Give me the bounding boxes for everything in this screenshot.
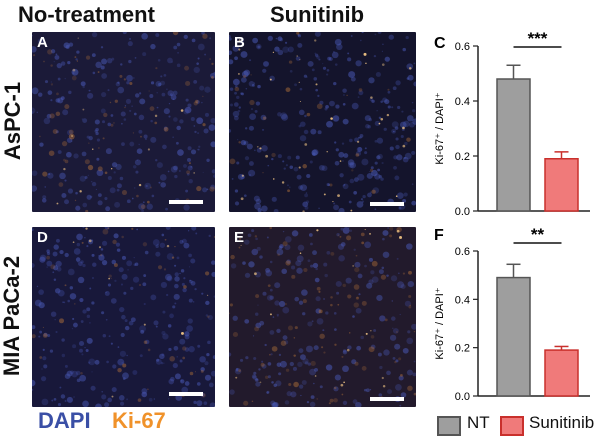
micrograph-panel-e: E	[229, 227, 416, 407]
scale-bar	[370, 202, 404, 206]
legend-swatch-sunitinib	[500, 416, 524, 436]
y-tick-label: 0.4	[455, 294, 470, 306]
panel-letter: A	[37, 34, 48, 51]
y-tick-label: 0.2	[455, 151, 470, 163]
y-tick-label: 0.2	[455, 343, 470, 355]
chart-panel-letter: C	[434, 35, 446, 52]
panel-letter: D	[37, 229, 48, 246]
legend-label-nt: NT	[467, 413, 490, 432]
micrograph-texture	[32, 227, 215, 407]
y-axis-label: Ki-67⁺ / DAPI⁺	[434, 287, 446, 359]
column-heading-no-treatment: No-treatment	[18, 2, 155, 27]
chart-panel-letter: F	[434, 227, 444, 244]
micrograph-panel-d: D	[32, 227, 215, 407]
y-tick-label: 0.6	[455, 41, 470, 53]
panel-letter: E	[234, 229, 245, 246]
scale-bar	[169, 392, 203, 396]
bar-nt	[496, 276, 531, 397]
y-tick-label: 0.4	[455, 96, 470, 108]
column-heading-sunitinib: Sunitinib	[270, 2, 365, 27]
legend-swatch-nt	[437, 416, 461, 436]
micrograph-texture	[229, 227, 416, 407]
y-axis-label: Ki-67⁺ / DAPI⁺	[434, 92, 446, 164]
micrograph-panel-b: B	[229, 32, 416, 212]
panel-letter: B	[234, 34, 245, 51]
micrograph-texture	[32, 32, 215, 212]
stain-legend-dapi: DAPI	[38, 408, 91, 433]
micrograph-texture	[229, 32, 416, 212]
scale-bar	[169, 200, 203, 204]
scale-bar	[370, 397, 404, 401]
significance-marker: **	[531, 225, 545, 244]
bar-sunitinib	[544, 349, 579, 397]
stain-legend-ki67: Ki-67	[112, 408, 166, 433]
legend-label-sunitinib: Sunitinib	[529, 413, 595, 432]
bar-nt	[496, 78, 531, 212]
y-tick-label: 0.0	[455, 206, 470, 218]
bar-sunitinib	[544, 158, 579, 212]
significance-marker: ***	[528, 29, 548, 48]
y-tick-label: 0.0	[455, 391, 470, 403]
micrograph-panel-a: A	[32, 32, 215, 212]
y-tick-label: 0.6	[455, 246, 470, 258]
